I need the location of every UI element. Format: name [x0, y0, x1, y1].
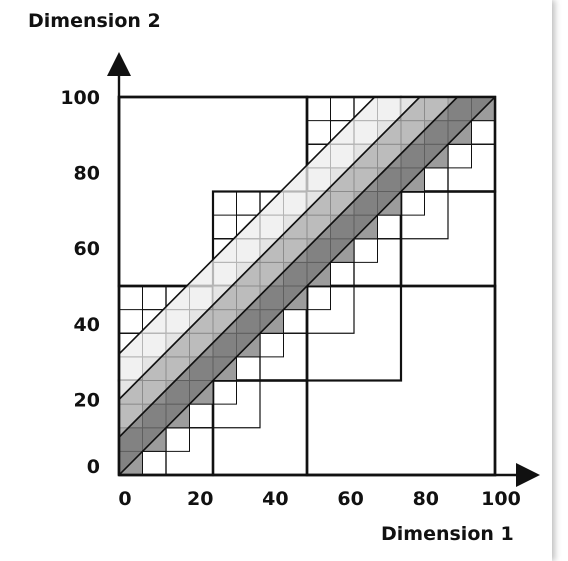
y-tick-label: 100: [60, 87, 100, 109]
quadtree-cell: [142, 285, 167, 311]
band-3: [119, 97, 421, 401]
quadtree-plot: 0 20 40 60 80 100 0 20 40 60 80 100: [60, 52, 540, 510]
quadtree-cell: [330, 261, 355, 287]
quadtree-cell: [212, 380, 237, 405]
x-tick-label: 100: [481, 488, 521, 510]
quadtree-cell: [424, 167, 449, 192]
x-tick-label: 20: [187, 488, 213, 510]
x-tick-label: 40: [262, 488, 288, 510]
quadtree-cell: [236, 356, 261, 381]
quadtree-cell: [353, 238, 378, 263]
quadtree-cell: [189, 403, 214, 429]
quadtree-cell: [142, 450, 167, 476]
tick-labels: 0 20 40 60 80 100 0 20 40 60 80 100: [60, 87, 521, 510]
band-1: [119, 97, 495, 475]
quadtree-cell: [236, 191, 261, 216]
quadtree-cell: [283, 309, 308, 334]
band-2: [119, 97, 459, 439]
x-tick-label: 0: [118, 488, 131, 510]
y-tick-label: 20: [74, 389, 100, 411]
quadtree-cell: [471, 120, 496, 145]
y-tick-label: 40: [74, 314, 100, 336]
y-tick-label: 80: [74, 163, 100, 185]
quadtree-cell: [447, 143, 472, 169]
x-axis-title: Dimension 1: [381, 523, 514, 545]
quadtree-cell: [165, 427, 190, 452]
quadtree-cell: [118, 309, 143, 334]
quadtree-cell: [306, 285, 331, 311]
y-tick-label: 0: [87, 456, 100, 478]
y-axis-title: Dimension 2: [28, 10, 161, 32]
quadtree-cell: [377, 214, 402, 240]
quadtree-cell: [400, 191, 425, 216]
quadtree-cell: [259, 332, 284, 358]
quadtree-cell: [212, 214, 237, 240]
x-tick-label: 80: [413, 488, 439, 510]
y-tick-label: 60: [74, 238, 100, 260]
diagonal-bands: [119, 97, 495, 475]
quadtree-cell: [330, 96, 355, 122]
quadtree-cell: [306, 120, 331, 145]
x-tick-label: 60: [337, 488, 363, 510]
axes: [107, 52, 540, 487]
